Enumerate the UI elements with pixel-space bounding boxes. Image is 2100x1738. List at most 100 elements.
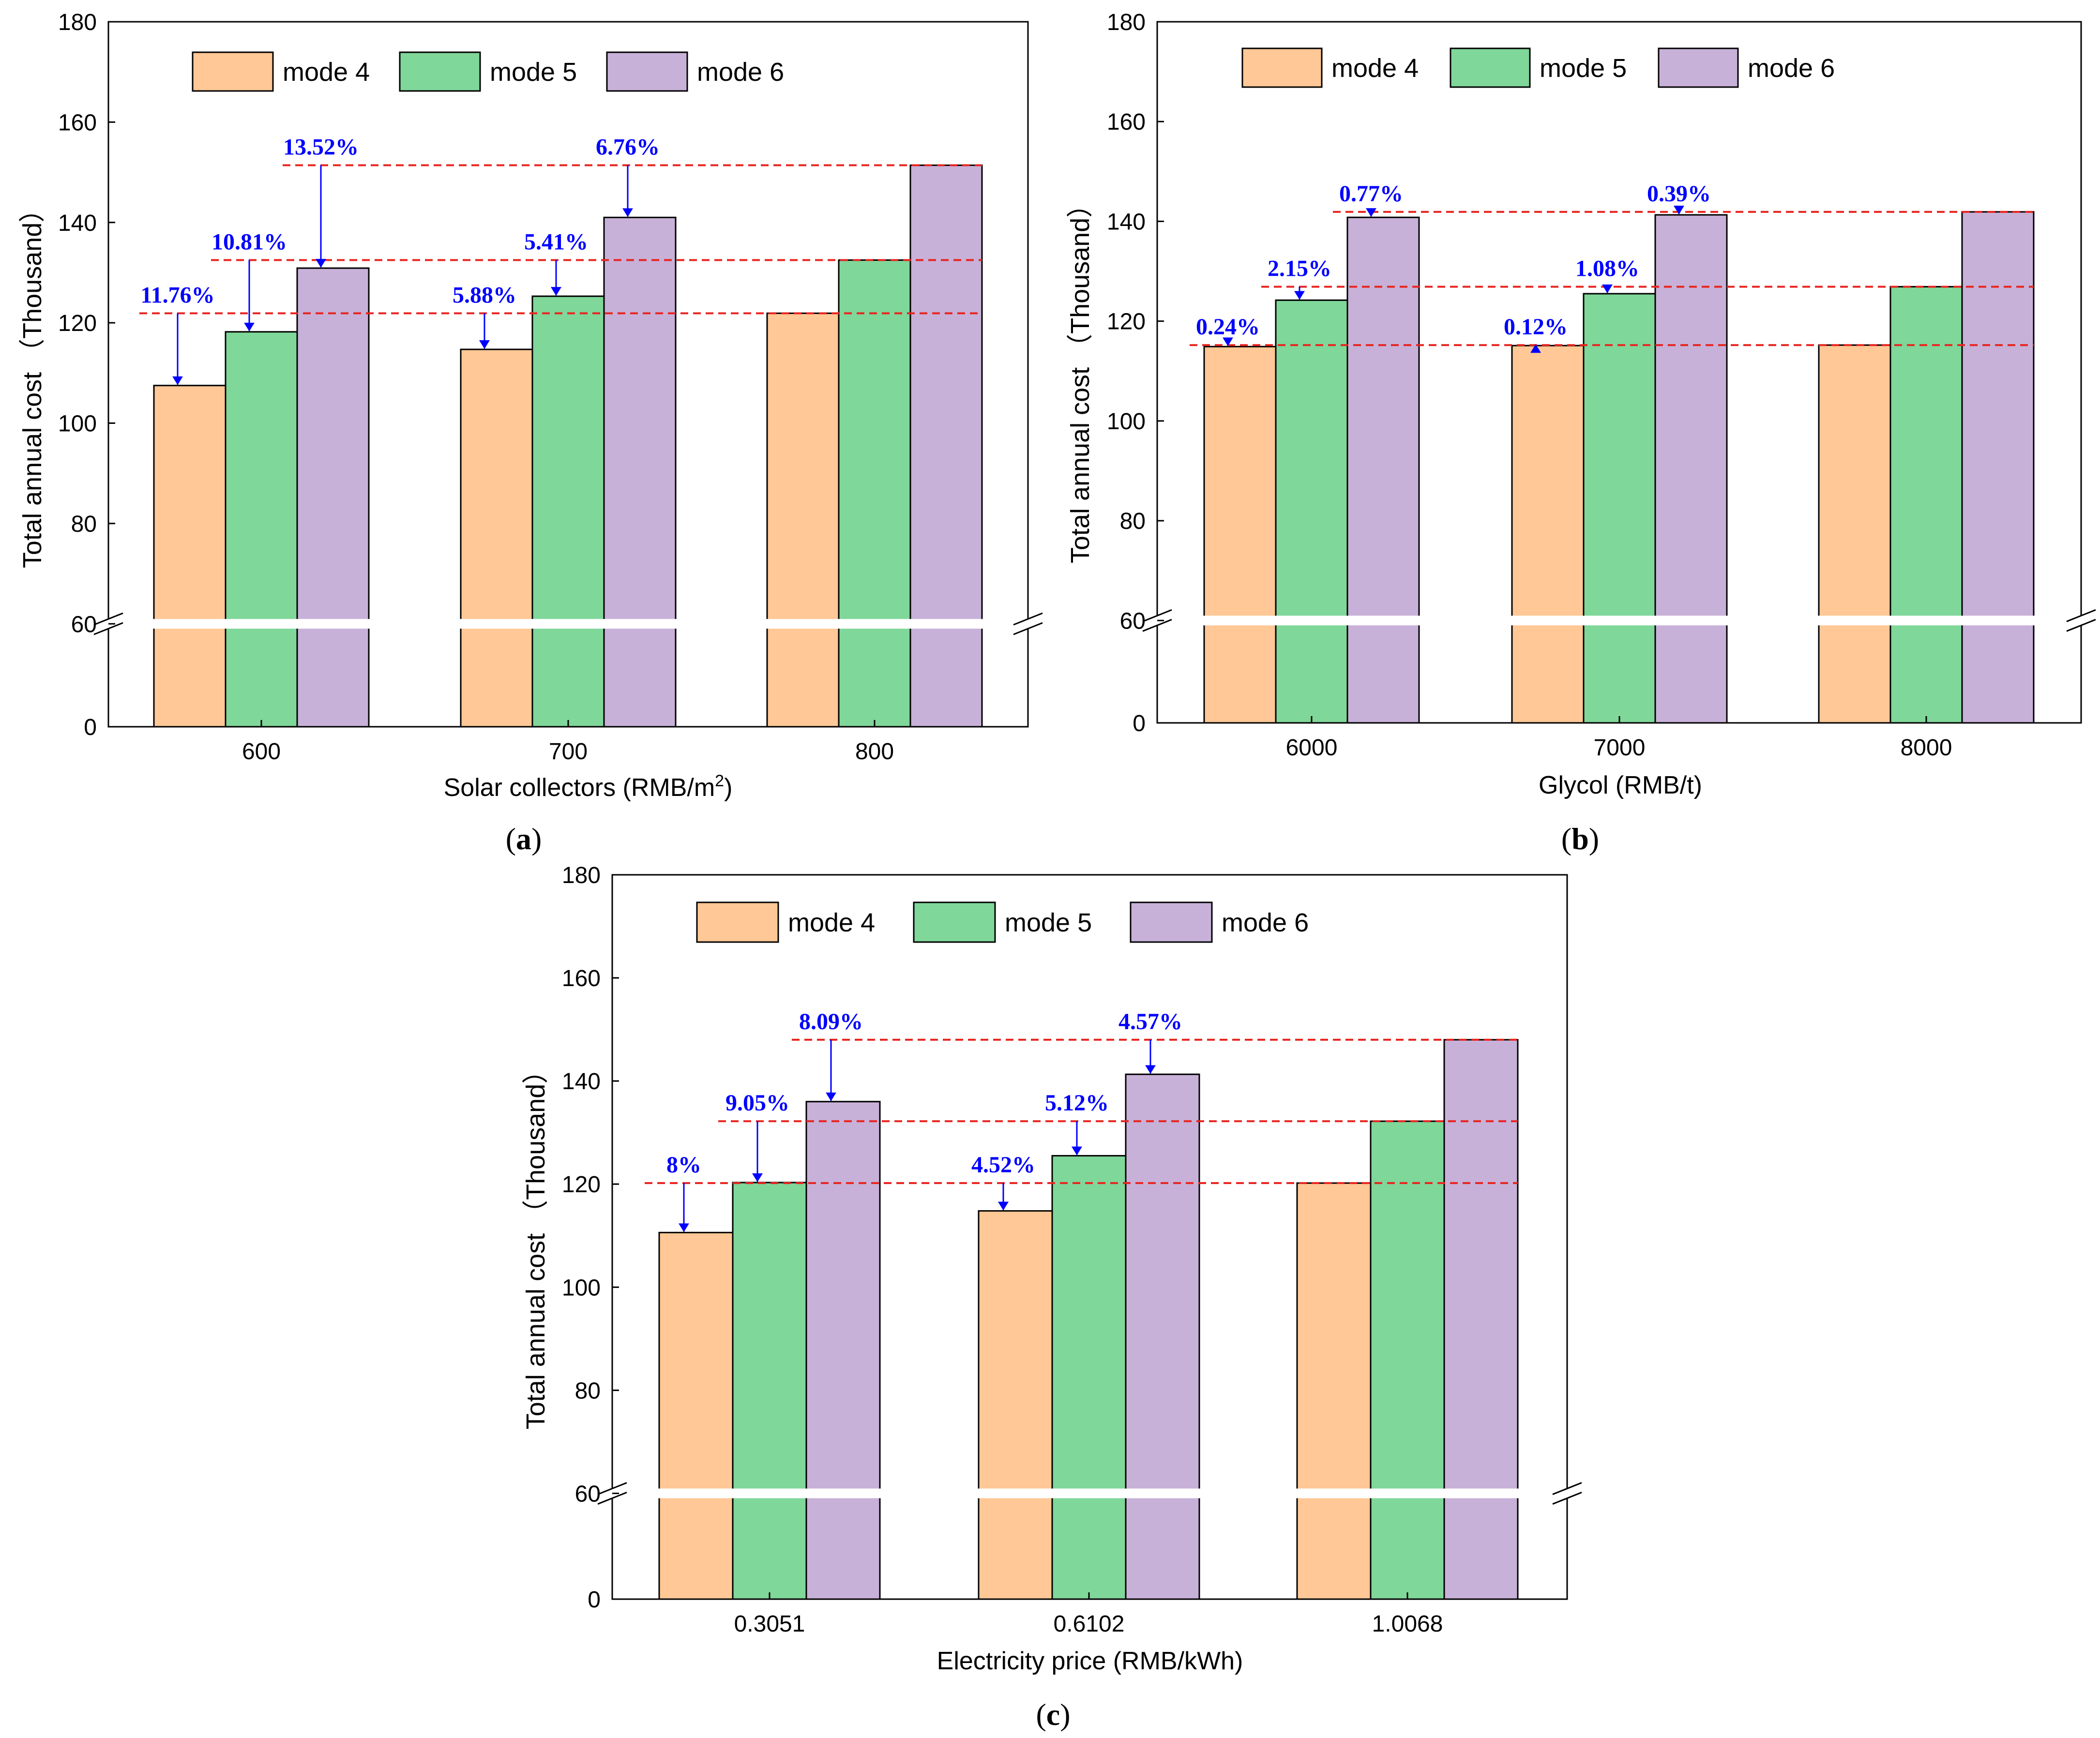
- panel-label-letter: b: [1571, 822, 1589, 856]
- y-tick-label: 80: [1120, 509, 1146, 534]
- annotation-label: 0.77%: [1339, 181, 1403, 207]
- bar: [531, 295, 605, 728]
- bar: [1511, 345, 1585, 724]
- annotation-label: 5.12%: [1045, 1090, 1109, 1116]
- bar: [1654, 214, 1728, 724]
- y-tick-label: 0: [1133, 711, 1146, 736]
- axis-break-gap: [1563, 1489, 1571, 1498]
- x-axis-label: Solar collectors (RMB/m2): [444, 772, 733, 802]
- annotation-label: 9.05%: [725, 1090, 789, 1116]
- annotation-label: 11.76%: [140, 282, 214, 308]
- legend-swatch: [696, 901, 779, 943]
- axis-break-mark: [1013, 612, 1043, 626]
- y-tick-label: 0: [84, 715, 97, 740]
- x-tick-label: 600: [242, 739, 281, 764]
- axis-break-mark: [1142, 619, 1172, 632]
- legend-label: mode 5: [490, 58, 577, 87]
- y-tick-label: 60: [71, 612, 97, 637]
- y-tick-label: 160: [58, 110, 97, 135]
- bar: [460, 348, 533, 728]
- y-tick-label: 80: [575, 1378, 601, 1404]
- annotation-label: 5.41%: [524, 229, 588, 255]
- panel-label-open: (: [1036, 1697, 1046, 1732]
- y-tick-label: 0: [588, 1587, 601, 1613]
- panel-label: (c): [1036, 1697, 1070, 1732]
- legend-swatch: [1450, 47, 1531, 88]
- axis-break-mark: [1013, 622, 1043, 635]
- x-tick-label: 0.3051: [734, 1611, 805, 1637]
- chart-panel-c: 0 60 80 100 120 140 160 180 0.3051 0.6102 1.0068 El…: [521, 863, 1582, 1732]
- panel-label-letter: a: [516, 822, 531, 856]
- y-tick-label: 180: [1107, 10, 1146, 35]
- axis-break-mark: [93, 622, 123, 635]
- x-tick-label: 8000: [1901, 735, 1952, 761]
- bar: [1370, 1120, 1445, 1600]
- annotation-label: 4.57%: [1118, 1009, 1182, 1034]
- legend-label: mode 6: [1222, 908, 1309, 937]
- bar: [732, 1182, 807, 1600]
- x-tick-label: 1.0068: [1372, 1611, 1443, 1637]
- axis-break-mark: [1552, 1492, 1582, 1505]
- annotation-label: 6.76%: [596, 135, 660, 160]
- axis-break-mark: [2066, 609, 2096, 622]
- annotation-label: 8.09%: [799, 1009, 863, 1034]
- x-axis-label: Electricity price (RMB/kWh): [937, 1647, 1243, 1675]
- bar: [1583, 293, 1656, 724]
- bar: [909, 165, 983, 728]
- y-tick-label: 140: [1107, 209, 1146, 235]
- legend-label: mode 5: [1540, 54, 1627, 83]
- bar: [1818, 344, 1891, 724]
- legend-swatch: [399, 51, 481, 92]
- axis-break-gap: [1024, 619, 1032, 629]
- x-tick-label: 6000: [1286, 735, 1338, 761]
- bar: [766, 312, 840, 728]
- panel-label-open: (: [506, 822, 516, 856]
- y-tick-label: 80: [71, 511, 97, 537]
- axis-break-band: [1161, 615, 2077, 626]
- y-axis-label: Total annual cost （Thousand）: [521, 1058, 550, 1429]
- x-axis-label-superscript: 2: [715, 772, 724, 790]
- x-tick-label: 0.6102: [1054, 1611, 1125, 1637]
- chart-panel-b: 0 60 80 100 120 140 160 180 6000 7000 8000 Glycol (…: [1066, 10, 2096, 856]
- bar: [1051, 1155, 1127, 1600]
- legend-swatch: [606, 51, 688, 92]
- bar: [805, 1101, 881, 1600]
- legend-label: mode 6: [1748, 54, 1835, 83]
- annotation-label: 13.52%: [283, 135, 359, 160]
- bar: [1203, 345, 1277, 724]
- y-tick-label: 180: [562, 863, 601, 888]
- annotation-label: 8%: [666, 1152, 701, 1178]
- legend-label: mode 4: [788, 908, 875, 937]
- legend-label: mode 5: [1005, 908, 1092, 937]
- annotation-label: 0.39%: [1647, 181, 1711, 207]
- legend-swatch: [913, 901, 996, 943]
- bar: [1961, 211, 2035, 724]
- panel-label-close: ): [1060, 1697, 1070, 1732]
- panel-label: (b): [1561, 822, 1599, 856]
- axis-break-band: [616, 1488, 1563, 1498]
- x-axis-label-end: ): [724, 774, 732, 802]
- bar: [838, 259, 911, 728]
- panel-label: (a): [506, 822, 542, 856]
- legend-swatch: [1658, 47, 1739, 88]
- legend-label: mode 4: [1331, 54, 1419, 83]
- annotation-label: 0.12%: [1504, 314, 1568, 340]
- panel-label-letter: c: [1046, 1697, 1060, 1732]
- legend-label: mode 6: [697, 58, 784, 87]
- bar: [1296, 1182, 1372, 1600]
- x-axis-label-text: Solar collectors (RMB/m: [444, 774, 715, 802]
- y-axis-label: Total annual cost （Thousand）: [18, 196, 47, 568]
- y-tick-label: 180: [58, 10, 97, 35]
- bar: [1346, 216, 1420, 724]
- annotation-label: 4.52%: [971, 1152, 1035, 1178]
- axis-break-mark: [1142, 609, 1172, 622]
- y-tick-label: 100: [562, 1275, 601, 1301]
- axis-break-mark: [93, 612, 123, 626]
- y-tick-label: 120: [562, 1172, 601, 1198]
- bar: [1275, 299, 1348, 724]
- y-tick-label: 100: [1107, 409, 1146, 434]
- annotation-label: 1.08%: [1575, 256, 1639, 282]
- bar: [1125, 1073, 1200, 1600]
- axis-break-band: [112, 619, 1024, 629]
